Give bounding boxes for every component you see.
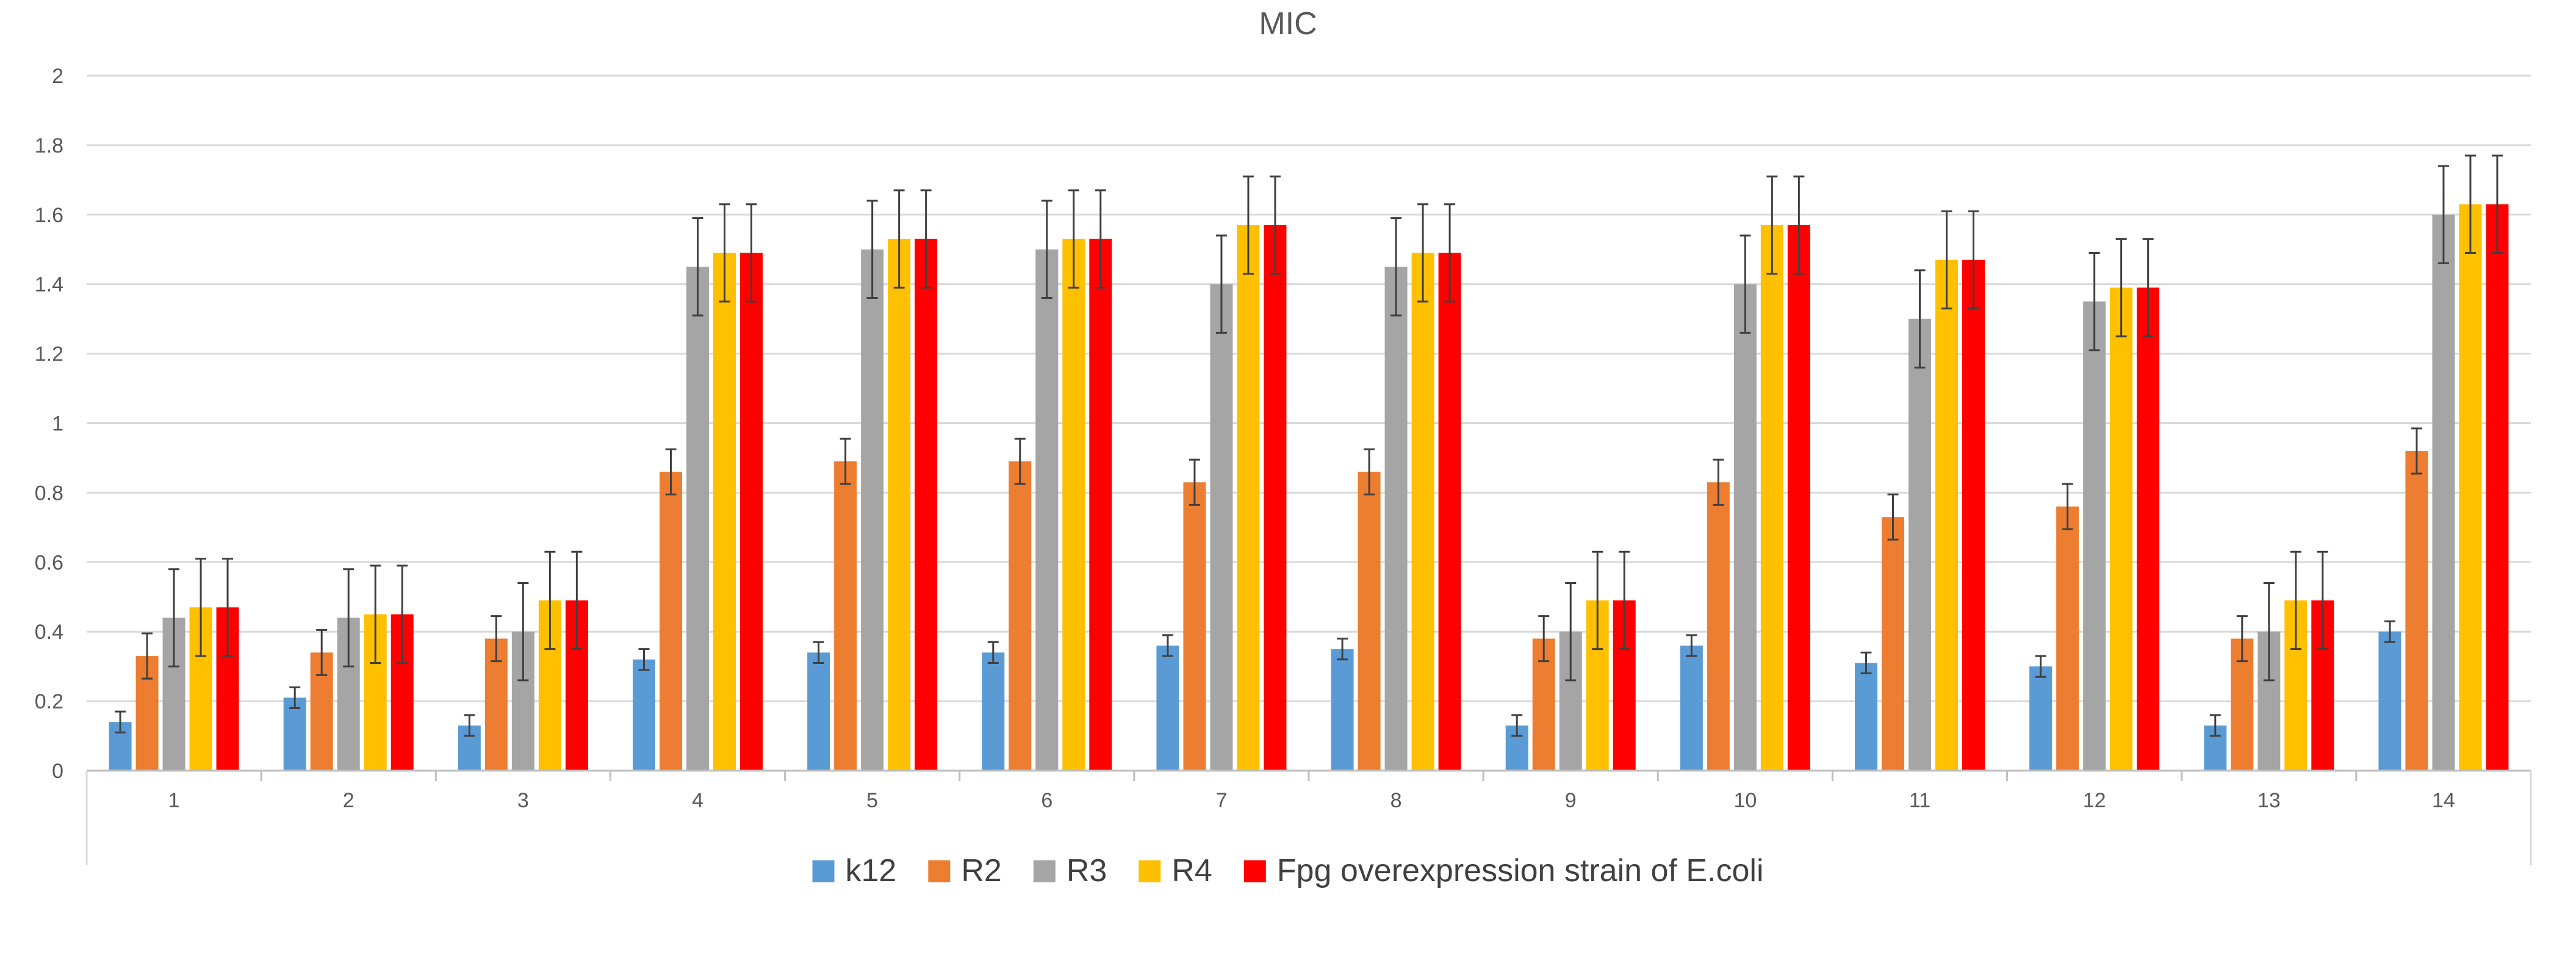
x-tick-label: 1 [168,789,180,812]
y-tick-label: 1.6 [35,204,63,227]
bar [888,239,911,771]
bar [1438,253,1461,771]
bar [713,253,736,771]
bar [2110,287,2133,771]
bar [1331,649,1354,771]
legend-swatch [1033,860,1056,882]
x-tick-label: 2 [343,789,354,812]
x-tick-label: 14 [2432,789,2455,812]
x-axis-tick-labels: 1 2 3 4 5 6 7 8 9 10 11 12 13 14 [168,789,2455,812]
bar [686,267,709,771]
x-tick-label: 9 [1565,789,1577,812]
legend-label: R2 [961,853,1001,888]
x-tick-label: 6 [1041,789,1052,812]
bar [1183,482,1206,771]
y-tick-label: 0 [52,760,63,783]
y-tick-label: 0.2 [35,690,63,713]
bar [1882,517,1904,771]
legend-swatch [1243,860,1266,882]
y-axis-tick-labels: 0 0.2 0.4 0.6 0.8 1 1.2 1.4 1.6 1.8 2 [35,65,63,783]
x-tick-label: 4 [692,789,703,812]
bar [1680,645,1703,771]
x-axis [85,769,2532,865]
legend-swatch [1139,860,1161,882]
bar [740,253,763,771]
bar [2378,632,2402,771]
bar [2083,301,2106,771]
x-tick-label: 10 [1733,789,1757,812]
legend: k12 R2 R3 R4 Fpg overexpression strain of E.… [812,853,1764,888]
legend-swatch [928,860,951,882]
bar [1237,225,1260,771]
bar [861,249,884,771]
bar [982,652,1005,771]
x-tick-label: 13 [2258,789,2281,812]
bar [1156,645,1179,771]
bar [1733,284,1757,771]
bar [1210,284,1233,771]
bar [1009,461,1032,771]
x-tick-label: 5 [866,789,878,812]
bar [1035,249,1059,771]
legend-swatch [812,860,835,882]
bar [1855,663,1877,771]
bar [660,472,682,771]
bars [109,204,2509,771]
y-tick-label: 0.8 [35,481,63,505]
bar [2405,451,2428,771]
bar [1787,225,1810,771]
x-tick-label: 8 [1391,789,1402,812]
y-tick-label: 1.4 [35,273,63,297]
bar [1962,259,1985,771]
bar [283,697,306,771]
bar [1411,253,1434,771]
bar [1909,319,1931,771]
chart-title: MIC [1259,6,1317,41]
gridlines [87,74,2531,702]
x-tick-label: 7 [1215,789,1227,812]
bar [807,652,830,771]
y-tick-label: 0.6 [35,551,63,574]
legend-label: Fpg overexpression strain of E.coli [1277,853,1764,888]
bar [2459,204,2482,771]
y-tick-label: 1 [52,412,63,436]
bar [1935,259,1958,771]
x-tick-label: 12 [2083,789,2106,812]
bar [2432,214,2455,771]
error-bars [115,154,2503,737]
bar [834,461,857,771]
y-tick-label: 2 [52,65,63,88]
bar [1384,267,1408,771]
bar [1760,225,1783,771]
legend-label: k12 [846,853,897,888]
bar [2486,204,2509,771]
bar [1062,239,1085,771]
bar [2137,287,2160,771]
legend-label: R4 [1171,853,1212,888]
y-tick-label: 1.8 [35,134,63,157]
legend-label: R3 [1067,853,1107,888]
y-tick-label: 1.2 [35,343,63,366]
bar [633,659,655,771]
bar [2029,666,2053,771]
bar [1358,472,1381,771]
x-tick-label: 3 [517,789,529,812]
bar [1089,239,1112,771]
bar [915,239,938,771]
y-tick-label: 0.4 [35,621,63,644]
x-tick-label: 11 [1909,789,1930,812]
bar [2056,506,2079,771]
bar [1707,482,1730,771]
bar [1264,225,1287,771]
